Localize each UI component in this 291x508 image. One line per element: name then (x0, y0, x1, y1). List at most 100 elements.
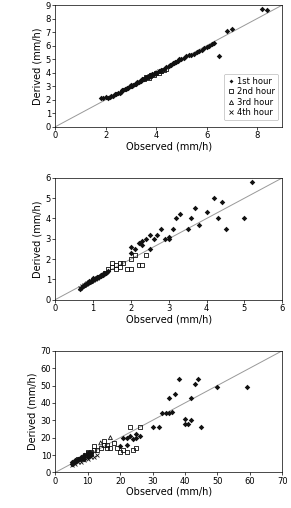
Point (105, 440, 109, 449)
Point (87, 278, 92, 286)
Point (79, 282, 84, 291)
X-axis label: Observed (mm/h): Observed (mm/h) (126, 314, 212, 324)
Point (81, 281, 86, 289)
Point (118, 448, 123, 456)
Point (113, 261, 118, 269)
Point (168, 60, 172, 69)
Point (72, 456, 77, 464)
Point (132, 245, 137, 253)
Point (219, 198, 224, 206)
Point (72, 458, 77, 466)
Point (151, 235, 156, 243)
Point (135, 78, 140, 86)
Point (215, 383, 220, 391)
Point (76, 458, 80, 466)
Point (89, 277, 94, 285)
Point (104, 269, 109, 277)
Point (176, 374, 181, 383)
Point (171, 59, 176, 67)
Point (102, 269, 107, 277)
Point (169, 60, 174, 69)
Point (99, 271, 104, 279)
Point (122, 85, 127, 93)
Point (96, 273, 101, 281)
Point (105, 268, 109, 276)
Point (102, 440, 106, 449)
Point (139, 77, 143, 85)
Point (162, 65, 166, 73)
Point (193, 204, 198, 212)
Point (140, 237, 145, 245)
Point (79, 453, 84, 461)
Point (89, 451, 93, 459)
Point (170, 59, 175, 67)
Point (82, 455, 87, 463)
Point (155, 231, 160, 239)
Point (136, 239, 141, 247)
Point (173, 390, 178, 398)
Point (148, 231, 152, 239)
Point (87, 277, 92, 285)
Point (79, 455, 84, 463)
Point (79, 455, 84, 463)
Point (72, 460, 77, 468)
Point (134, 79, 138, 87)
Point (120, 86, 125, 94)
Point (131, 446, 135, 454)
Point (129, 265, 133, 273)
Point (127, 423, 132, 431)
Point (117, 263, 122, 271)
Point (170, 225, 175, 233)
Point (110, 259, 114, 267)
Point (189, 214, 194, 223)
Point (117, 89, 122, 97)
Point (129, 82, 133, 90)
Point (197, 47, 201, 55)
Point (121, 446, 126, 454)
Point (163, 409, 168, 418)
Point (69, 461, 74, 469)
Point (129, 255, 133, 263)
Point (134, 434, 139, 442)
Point (77, 284, 82, 293)
Point (76, 455, 80, 463)
Point (230, 25, 234, 34)
Point (146, 73, 151, 81)
Point (140, 75, 145, 83)
Point (88, 278, 93, 286)
Point (113, 265, 118, 273)
Point (87, 278, 92, 287)
Point (174, 58, 179, 66)
Point (83, 280, 88, 288)
Point (129, 243, 133, 251)
Point (83, 280, 88, 289)
Point (127, 82, 132, 90)
Point (95, 451, 100, 459)
Point (85, 448, 90, 456)
Point (86, 279, 91, 287)
Point (183, 420, 187, 428)
Point (144, 73, 148, 81)
Y-axis label: Derived (mm/h): Derived (mm/h) (28, 373, 38, 450)
Point (124, 448, 129, 456)
Point (85, 279, 90, 288)
Y-axis label: Derived (mm/h): Derived (mm/h) (33, 200, 43, 277)
Point (196, 374, 200, 383)
Point (187, 51, 191, 59)
Point (82, 456, 87, 464)
Point (154, 69, 159, 77)
Point (102, 269, 107, 277)
Point (159, 66, 164, 74)
Point (166, 394, 171, 402)
Point (146, 74, 151, 82)
Point (126, 83, 131, 91)
Point (185, 225, 190, 233)
Point (132, 251, 137, 259)
Point (182, 54, 186, 62)
Point (97, 272, 102, 280)
Point (121, 86, 126, 94)
Point (157, 423, 162, 431)
Point (140, 261, 145, 269)
Point (144, 235, 148, 243)
Point (179, 55, 184, 63)
